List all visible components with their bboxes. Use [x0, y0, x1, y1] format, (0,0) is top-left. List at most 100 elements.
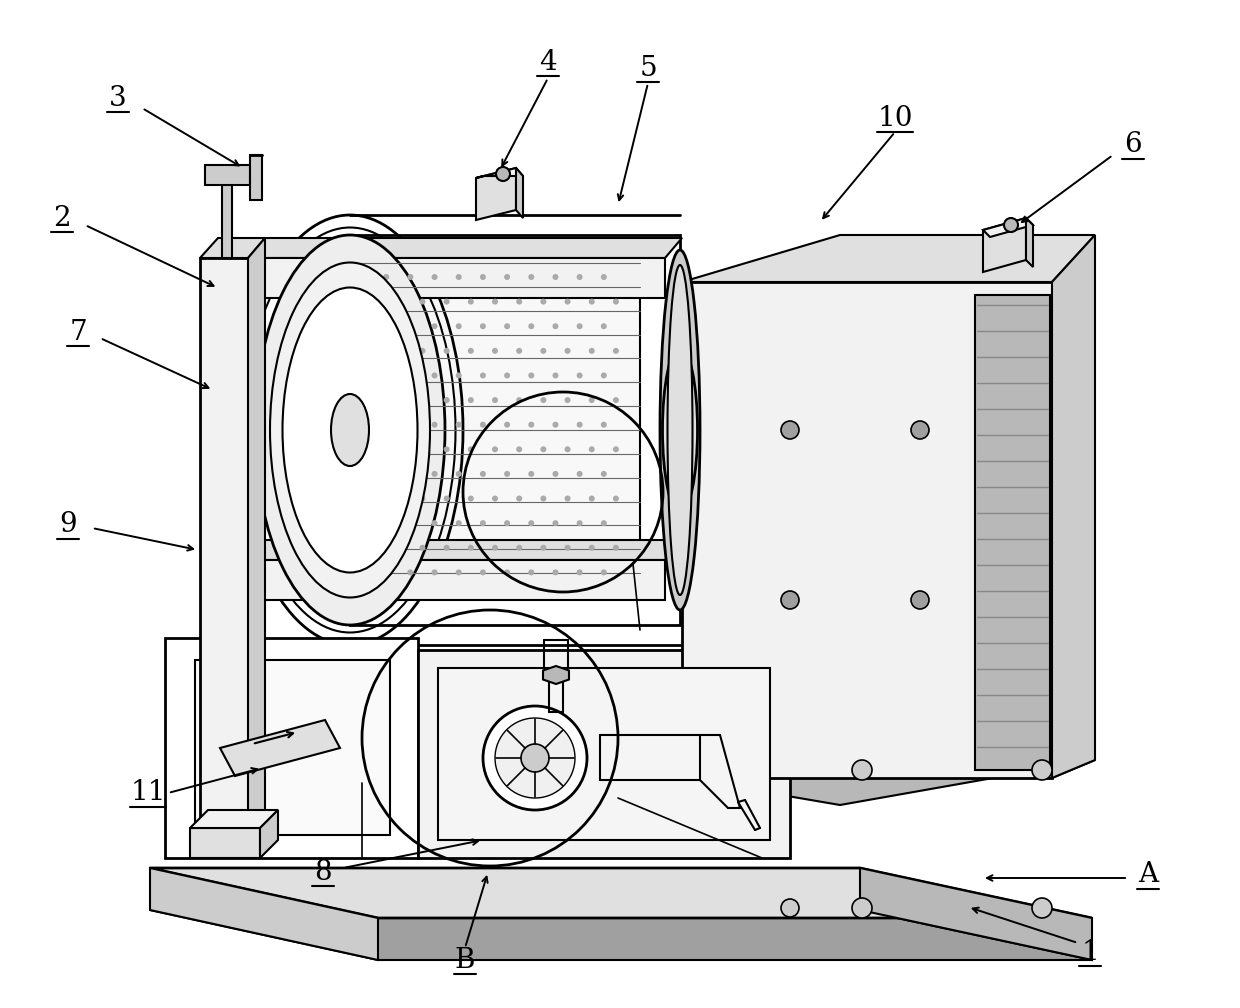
Circle shape	[528, 520, 534, 526]
Polygon shape	[248, 238, 682, 258]
Polygon shape	[248, 560, 665, 600]
Circle shape	[577, 520, 583, 526]
Circle shape	[781, 591, 799, 609]
Circle shape	[601, 520, 606, 526]
Circle shape	[419, 447, 425, 453]
Circle shape	[541, 447, 547, 453]
Circle shape	[505, 520, 510, 526]
Circle shape	[589, 298, 595, 304]
Polygon shape	[350, 235, 680, 625]
Circle shape	[564, 544, 570, 550]
Circle shape	[444, 348, 450, 354]
Ellipse shape	[667, 265, 692, 595]
Circle shape	[553, 520, 558, 526]
Circle shape	[516, 496, 522, 502]
Polygon shape	[983, 218, 1025, 272]
Polygon shape	[1052, 235, 1095, 778]
Polygon shape	[222, 180, 232, 258]
Ellipse shape	[660, 250, 701, 610]
Circle shape	[852, 898, 872, 918]
Circle shape	[396, 496, 402, 502]
Circle shape	[371, 544, 377, 550]
Polygon shape	[190, 828, 260, 858]
Circle shape	[480, 570, 486, 576]
Circle shape	[564, 397, 570, 403]
Circle shape	[553, 324, 558, 330]
Circle shape	[396, 397, 402, 403]
Polygon shape	[248, 258, 665, 298]
Polygon shape	[682, 760, 1095, 805]
Polygon shape	[418, 650, 790, 858]
Circle shape	[371, 496, 377, 502]
Text: 3: 3	[109, 85, 126, 112]
Circle shape	[492, 298, 498, 304]
Circle shape	[408, 324, 413, 330]
Circle shape	[360, 570, 365, 576]
Circle shape	[505, 570, 510, 576]
Circle shape	[521, 744, 549, 772]
Polygon shape	[476, 168, 523, 178]
Circle shape	[419, 348, 425, 354]
Circle shape	[444, 298, 450, 304]
Circle shape	[396, 447, 402, 453]
Circle shape	[408, 421, 413, 427]
Circle shape	[528, 570, 534, 576]
Circle shape	[484, 706, 587, 810]
Circle shape	[589, 348, 595, 354]
Circle shape	[911, 591, 929, 609]
Circle shape	[467, 496, 474, 502]
Circle shape	[492, 496, 498, 502]
Circle shape	[505, 471, 510, 477]
Text: 7: 7	[69, 319, 87, 346]
Circle shape	[444, 397, 450, 403]
Circle shape	[383, 471, 389, 477]
Circle shape	[408, 570, 413, 576]
Circle shape	[613, 544, 619, 550]
Ellipse shape	[331, 394, 370, 466]
Ellipse shape	[662, 348, 697, 512]
Circle shape	[360, 373, 365, 378]
Circle shape	[408, 274, 413, 280]
Circle shape	[456, 324, 461, 330]
Circle shape	[589, 397, 595, 403]
Circle shape	[456, 373, 461, 378]
Circle shape	[613, 348, 619, 354]
Circle shape	[516, 397, 522, 403]
Circle shape	[456, 471, 461, 477]
Circle shape	[505, 421, 510, 427]
Polygon shape	[476, 168, 516, 220]
Circle shape	[613, 298, 619, 304]
Circle shape	[480, 520, 486, 526]
Polygon shape	[1025, 218, 1033, 267]
Circle shape	[480, 471, 486, 477]
Polygon shape	[350, 263, 640, 597]
Text: 6: 6	[1125, 131, 1142, 158]
Text: A: A	[1138, 862, 1158, 888]
Circle shape	[528, 471, 534, 477]
Circle shape	[516, 348, 522, 354]
Polygon shape	[975, 295, 1050, 770]
Circle shape	[781, 421, 799, 439]
Circle shape	[613, 496, 619, 502]
Polygon shape	[260, 810, 278, 858]
Circle shape	[419, 544, 425, 550]
Polygon shape	[248, 540, 682, 560]
Circle shape	[432, 373, 438, 378]
Circle shape	[467, 447, 474, 453]
Circle shape	[528, 324, 534, 330]
Circle shape	[432, 274, 438, 280]
Circle shape	[1032, 760, 1052, 780]
Circle shape	[360, 324, 365, 330]
Polygon shape	[190, 810, 278, 828]
Polygon shape	[150, 868, 1092, 918]
Circle shape	[396, 348, 402, 354]
Circle shape	[419, 397, 425, 403]
Polygon shape	[150, 910, 1092, 960]
Circle shape	[613, 397, 619, 403]
Circle shape	[383, 324, 389, 330]
Circle shape	[564, 447, 570, 453]
Circle shape	[589, 447, 595, 453]
Polygon shape	[165, 638, 418, 858]
Circle shape	[601, 421, 606, 427]
Circle shape	[505, 373, 510, 378]
